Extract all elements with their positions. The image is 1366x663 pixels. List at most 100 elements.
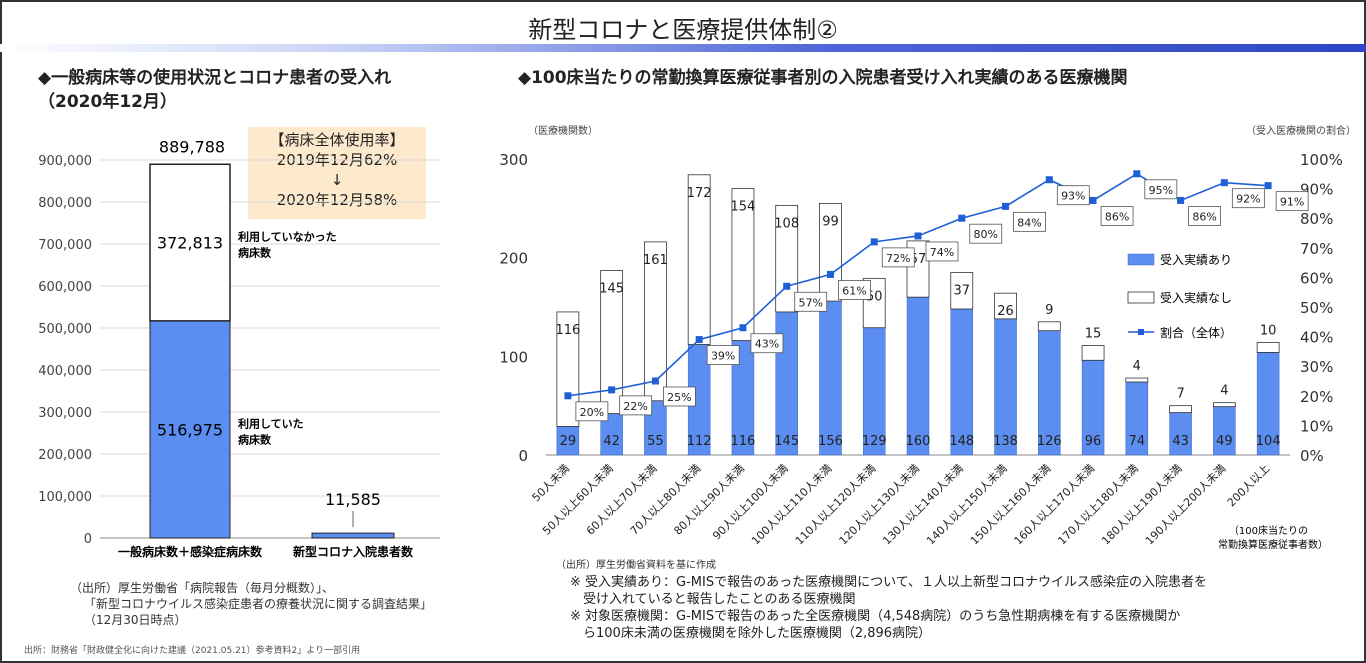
right-ratio-label-box [663, 386, 696, 407]
left-heading: ◆一般病床等の使用状況とコロナ患者の受入れ （2020年12月） [38, 66, 391, 114]
right-ratio-label-box [1144, 179, 1178, 200]
right-accepted-value: 104 [1256, 434, 1281, 449]
right-ratio-label: 39% [711, 350, 735, 363]
right-ratio-label-box [750, 333, 784, 354]
right-ratio-marker [958, 214, 966, 222]
right-not-accepted-value: 9 [1045, 303, 1053, 318]
right-ytick-label: 0 [518, 447, 528, 465]
page-title: 新型コロナと医療提供体制② [528, 16, 838, 44]
right-source: （出所）厚生労働省資料を基に作成 [556, 560, 716, 571]
right-notes: ※ 受入実績あり：G-MISで報告のあった医療機関について、１人以上新型コロナウ… [570, 574, 1207, 642]
right-not-accepted-value: 145 [599, 281, 624, 296]
legend-label-ratio: 割合（全体） [1160, 325, 1232, 340]
right-category-label: 200人以上 [1225, 462, 1272, 509]
left-ytick-label: 0 [84, 532, 92, 547]
right-category-label: 170人以上180人未満 [1055, 462, 1141, 548]
right-ratio-label: 25% [667, 391, 691, 404]
right-ratio-marker [1133, 170, 1141, 178]
right-ylabel-left: （医療機関数） [528, 124, 598, 137]
right-not-accepted-value: 37 [953, 283, 970, 298]
right-y2tick-label: 70% [1300, 240, 1333, 258]
right-ratio-label-box [881, 247, 915, 268]
right-bar-not-accepted [1081, 345, 1105, 361]
right-ratio-marker [1177, 196, 1185, 204]
left-ytick-label: 200,000 [38, 448, 92, 463]
right-accepted-value: 42 [603, 434, 620, 449]
right-not-accepted-value: 99 [822, 214, 839, 229]
right-ratio-label-box [838, 280, 871, 300]
right-y2tick-label: 40% [1300, 329, 1333, 347]
right-bar-not-accepted [1125, 377, 1149, 383]
left-annotation: 利用していた [238, 416, 304, 430]
right-ratio-label-box [1013, 211, 1046, 232]
right-bar-not-accepted [731, 188, 755, 341]
legend-label-accepted: 受入実績あり [1160, 252, 1232, 267]
right-xlabel-line1: （100床当たりの [1229, 524, 1308, 537]
left-source: （出所）厚生労働省「病院報告（毎月分概数）」、 「新型コロナウイルス感染症患者の… [70, 580, 432, 628]
right-ratio-label-box [619, 395, 653, 416]
legend-label-not-accepted: 受入実績なし [1160, 290, 1232, 305]
right-bar-not-accepted [556, 311, 580, 427]
right-accepted-value: 126 [1037, 434, 1062, 449]
right-category-label: 190人以上200人未満 [1143, 462, 1229, 548]
right-bar-accepted [906, 296, 930, 456]
right-ratio-marker [564, 392, 572, 400]
right-ratio-label-box [706, 345, 740, 365]
right-ylabel-right: （受入医療機関の割合） [1246, 124, 1356, 137]
right-ratio-marker [651, 377, 659, 385]
left-segment-label: 516,975 [157, 420, 223, 439]
right-ratio-label-box [1100, 206, 1134, 226]
left-ytick-label: 100,000 [38, 490, 92, 505]
right-not-accepted-value: 15 [1085, 326, 1102, 341]
right-ratio-label: 80% [974, 228, 998, 241]
right-xlabel-line2: 常勤換算医療従事者数） [1218, 538, 1328, 551]
right-ratio-marker [608, 386, 616, 394]
left-ytick-label: 500,000 [38, 322, 92, 337]
right-ratio-label: 57% [798, 296, 822, 309]
right-ratio-marker [1264, 182, 1272, 190]
right-y2tick-label: 80% [1300, 210, 1333, 228]
right-bar-accepted [819, 300, 842, 456]
right-accepted-value: 138 [993, 434, 1018, 449]
right-ratio-marker [1220, 179, 1228, 187]
legend-swatch-accepted [1127, 253, 1155, 266]
right-ratio-marker [739, 324, 747, 332]
right-accepted-value: 43 [1172, 434, 1189, 449]
right-accepted-value: 156 [818, 434, 843, 449]
right-ratio-marker [1089, 196, 1097, 204]
right-ratio-label: 22% [623, 400, 647, 413]
right-y2tick-label: 30% [1300, 358, 1333, 376]
right-note-2b: ら100床未満の医療機関を除外した医療機関（2,896病院） [570, 626, 932, 641]
right-not-accepted-value: 116 [555, 323, 580, 338]
left-ytick-label: 600,000 [38, 280, 92, 295]
left-total-label: 11,585 [325, 490, 381, 509]
right-category-label: 100人以上110人未満 [749, 462, 835, 548]
right-not-accepted-value: 10 [1260, 324, 1277, 339]
right-bar-not-accepted [687, 174, 711, 345]
right-category-label: 150人以上160人未満 [968, 462, 1054, 548]
right-not-accepted-value: 4 [1133, 359, 1141, 374]
right-y2tick-label: 0% [1300, 447, 1324, 465]
right-not-accepted-value: 161 [643, 253, 668, 268]
right-ratio-label: 61% [842, 284, 866, 297]
right-ratio-marker [1002, 202, 1010, 210]
callout-arrow: ↓ [330, 171, 344, 189]
left-heading-line2: （2020年12月） [38, 92, 177, 112]
right-ratio-label: 86% [1192, 210, 1216, 223]
right-ratio-label: 72% [886, 252, 910, 265]
right-accepted-value: 96 [1085, 434, 1102, 449]
left-bar-used [149, 320, 231, 539]
left-ytick-label: 700,000 [38, 238, 92, 253]
right-ratio-label-box [1188, 206, 1221, 226]
right-bar-not-accepted [1212, 402, 1236, 408]
right-ratio-label: 93% [1061, 190, 1085, 203]
right-note-2a: ※ 対象医療機関：G-MISで報告のあった全医療機関（4,548病院）のうち急性… [570, 609, 1181, 624]
right-ratio-label-box [1056, 185, 1090, 206]
left-category-label: 新型コロナ入院患者数 [293, 544, 414, 559]
right-note-1b: 受け入れていると報告したことのある医療機関 [570, 592, 856, 607]
left-ytick-label: 400,000 [38, 364, 92, 379]
right-ratio-label-box [1275, 191, 1309, 212]
right-bar-not-accepted [1037, 321, 1061, 332]
right-ratio-label: 20% [580, 406, 604, 419]
